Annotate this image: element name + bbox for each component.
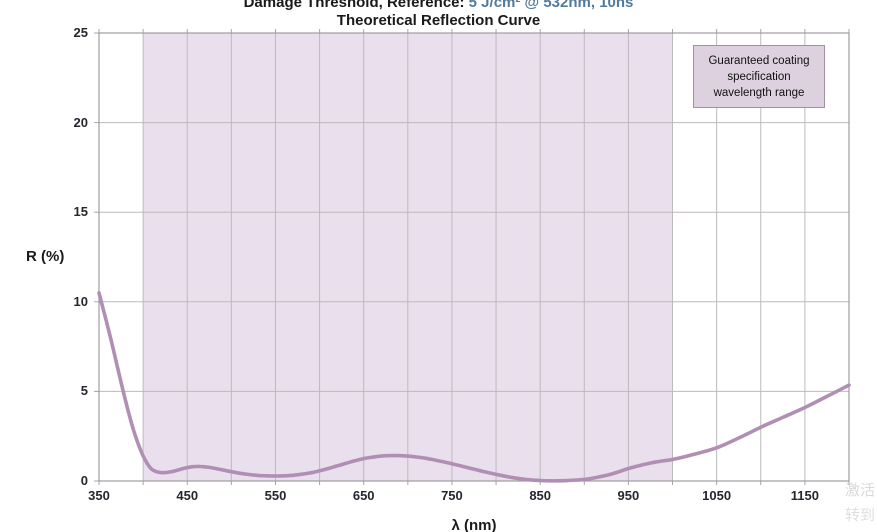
x-tick-label: 650	[352, 488, 375, 503]
y-tick-label: 0	[80, 473, 88, 488]
damage-threshold-label: Damage Threshold, Reference:	[243, 0, 469, 11]
y-tick-label: 5	[80, 383, 88, 399]
x-tick-label: 850	[529, 488, 552, 503]
legend-box: Guaranteed coating specification wavelen…	[693, 45, 825, 108]
x-tick-label: 1150	[790, 488, 819, 503]
x-tick-label: 550	[264, 488, 287, 503]
chart-title: Theoretical Reflection Curve	[336, 12, 541, 29]
plot-border	[98, 32, 850, 482]
x-tick-label: 1050	[702, 488, 732, 503]
x-tick-label: 750	[441, 488, 463, 503]
x-tick-label: 450	[176, 488, 199, 503]
damage-threshold-line: Damage Threshold, Reference: 5 J/cm² @ 5…	[0, 0, 877, 11]
legend-line: specification	[727, 70, 791, 83]
x-tick-label: 950	[617, 488, 640, 503]
y-tick-label: 25	[73, 25, 88, 40]
activation-watermark-line1: 激活	[845, 482, 876, 499]
reflection-curve	[97, 291, 851, 483]
y-tick-label: 15	[73, 204, 88, 220]
y-tick-label: 20	[73, 114, 88, 130]
x-tick-label: 350	[88, 488, 110, 503]
activation-watermark-line2: 转到	[845, 507, 876, 524]
legend-line: wavelength range	[713, 86, 805, 99]
legend-line: Guaranteed coating	[708, 54, 810, 67]
y-axis-title: R (%)	[26, 248, 65, 265]
x-axis-title: λ (nm)	[451, 517, 497, 532]
y-tick-label: 10	[73, 293, 88, 309]
damage-threshold-value: 5 J/cm² @ 532nm, 10ns	[468, 0, 634, 11]
